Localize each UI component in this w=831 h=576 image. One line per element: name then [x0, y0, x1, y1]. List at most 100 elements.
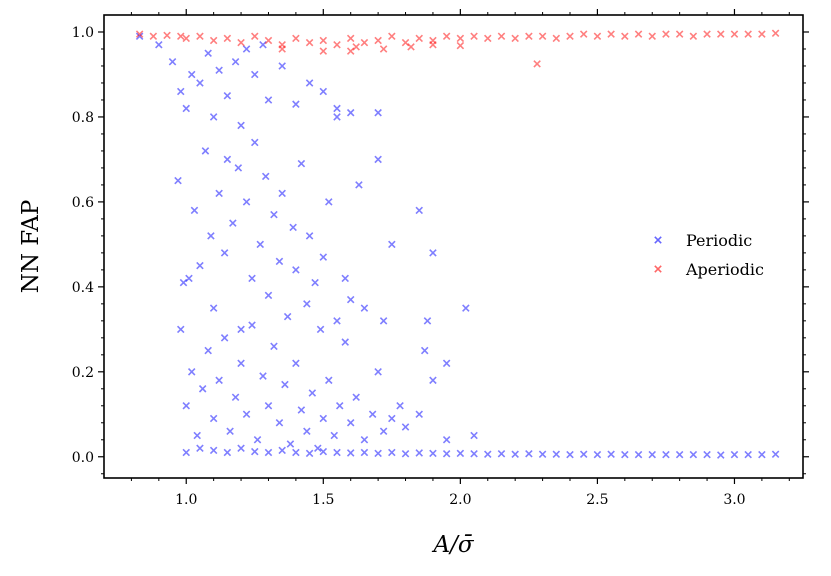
- point-periodic-148: [621, 450, 629, 459]
- point-aperiodic-44: [730, 30, 739, 38]
- point-periodic-159: [771, 450, 780, 458]
- point-aperiodic-53: [429, 40, 437, 49]
- point-periodic-74: [198, 385, 207, 393]
- point-periodic-49: [292, 266, 300, 274]
- series-periodic: [135, 32, 780, 459]
- point-periodic-107: [401, 423, 410, 431]
- point-aperiodic-37: [634, 30, 643, 38]
- point-periodic-42: [261, 172, 270, 181]
- point-periodic-73: [193, 431, 201, 440]
- point-periodic-143: [552, 450, 561, 458]
- point-periodic-112: [420, 346, 429, 355]
- plot-frame: [103, 14, 804, 479]
- point-periodic-67: [333, 113, 341, 121]
- point-aperiodic-55: [346, 47, 355, 55]
- point-aperiodic-40: [675, 30, 684, 38]
- point-periodic-155: [716, 451, 725, 459]
- point-periodic-58: [341, 274, 349, 283]
- legend: Periodic Aperiodic: [654, 231, 764, 279]
- point-periodic-66: [462, 304, 470, 312]
- point-periodic-157: [744, 450, 752, 459]
- legend-label-periodic: Periodic: [686, 231, 752, 250]
- point-periodic-102: [352, 393, 360, 402]
- point-periodic-48: [289, 223, 297, 232]
- point-periodic-16: [264, 96, 273, 104]
- point-aperiodic-5: [196, 32, 204, 41]
- point-periodic-98: [330, 431, 339, 440]
- point-periodic-37: [237, 325, 245, 334]
- y-tick-label-1: 0.2: [72, 365, 94, 381]
- point-periodic-130: [374, 449, 382, 458]
- point-periodic-52: [305, 232, 314, 240]
- point-periodic-119: [223, 448, 232, 457]
- point-periodic-127: [333, 448, 341, 457]
- x-tick-label-4: 3.0: [723, 492, 745, 508]
- point-periodic-9: [215, 66, 223, 74]
- point-aperiodic-15: [333, 40, 341, 49]
- point-periodic-23: [374, 108, 382, 117]
- point-periodic-123: [278, 446, 286, 455]
- point-periodic-63: [423, 317, 432, 325]
- series-aperiodic: [135, 29, 780, 68]
- point-periodic-34: [223, 155, 232, 164]
- legend-marker-periodic: [654, 236, 662, 244]
- point-aperiodic-31: [552, 34, 561, 43]
- point-aperiodic-50: [352, 43, 360, 51]
- point-periodic-106: [388, 414, 396, 423]
- x-tick-label-2: 2.0: [449, 492, 471, 508]
- point-periodic-59: [346, 295, 355, 304]
- point-periodic-3: [176, 87, 185, 96]
- point-periodic-104: [368, 410, 377, 419]
- point-periodic-20: [319, 87, 328, 96]
- point-periodic-17: [278, 62, 286, 70]
- point-periodic-99: [335, 402, 344, 410]
- point-periodic-35: [229, 219, 237, 227]
- point-periodic-132: [401, 450, 410, 458]
- point-periodic-154: [703, 450, 711, 459]
- point-periodic-153: [689, 450, 698, 459]
- point-periodic-83: [248, 321, 256, 329]
- point-aperiodic-23: [442, 32, 451, 41]
- point-periodic-142: [538, 450, 547, 458]
- point-periodic-72: [187, 368, 196, 376]
- y-tick-label-2: 0.4: [72, 280, 94, 296]
- point-periodic-137: [470, 450, 478, 458]
- point-periodic-13: [242, 45, 251, 53]
- point-periodic-101: [346, 419, 355, 427]
- point-aperiodic-0: [135, 30, 144, 38]
- points-layer: [135, 29, 780, 459]
- point-periodic-90: [286, 440, 295, 448]
- point-periodic-117: [196, 444, 204, 453]
- point-periodic-7: [204, 49, 212, 57]
- y-tick-label-3: 0.6: [72, 195, 94, 211]
- point-aperiodic-8: [237, 38, 245, 47]
- point-aperiodic-18: [374, 36, 382, 45]
- x-axis-label: A/σ̄: [431, 532, 474, 558]
- point-aperiodic-33: [579, 30, 588, 38]
- point-aperiodic-49: [319, 47, 328, 55]
- point-aperiodic-7: [223, 34, 232, 43]
- point-aperiodic-46: [758, 30, 766, 38]
- point-periodic-28: [196, 261, 204, 270]
- point-periodic-139: [497, 450, 506, 458]
- point-periodic-32: [215, 189, 223, 198]
- point-periodic-25: [179, 278, 188, 287]
- point-periodic-30: [207, 232, 215, 240]
- point-periodic-55: [319, 253, 328, 261]
- point-periodic-96: [319, 414, 328, 423]
- point-periodic-95: [314, 444, 322, 453]
- point-periodic-136: [456, 449, 465, 458]
- point-periodic-46: [278, 189, 286, 198]
- point-periodic-36: [234, 164, 243, 172]
- point-periodic-29: [201, 147, 210, 155]
- point-periodic-114: [374, 368, 382, 376]
- point-periodic-150: [648, 450, 657, 459]
- x-tick-label-1: 1.5: [312, 492, 334, 508]
- point-periodic-4: [182, 104, 191, 113]
- point-aperiodic-16: [346, 34, 355, 43]
- point-aperiodic-2: [163, 31, 171, 40]
- point-periodic-149: [634, 450, 643, 459]
- point-periodic-15: [259, 40, 267, 49]
- point-aperiodic-14: [319, 36, 328, 45]
- point-periodic-93: [303, 427, 311, 436]
